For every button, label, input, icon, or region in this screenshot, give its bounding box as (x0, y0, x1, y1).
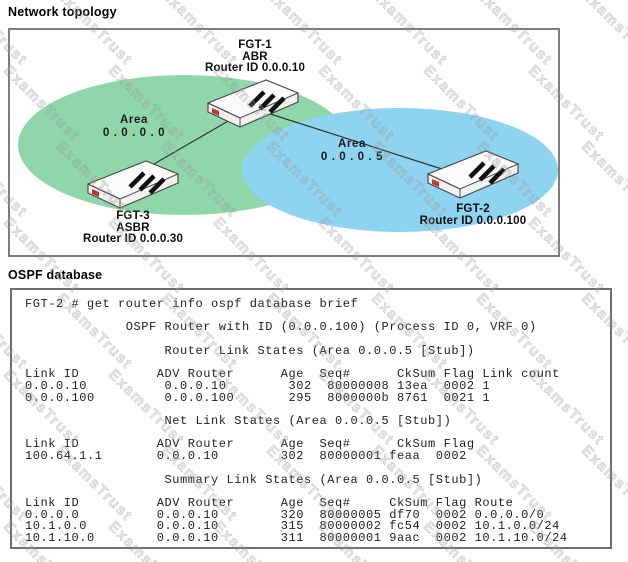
ospf-section-heading: OSPF database (8, 268, 103, 282)
area-0000-id: 0 . 0 . 0 . 0 (102, 127, 166, 139)
link-fgt1-fgt2 (257, 109, 446, 171)
area-0000-word: Area (120, 114, 148, 126)
fgt1-router-id: Router ID 0.0.0.10 (204, 62, 306, 74)
fgt3-label: FGT-3 ASBR Router ID 0.0.0.30 (48, 210, 218, 246)
area-0000-label: Area 0 . 0 . 0 . 0 (64, 114, 204, 140)
topology-section-heading: Network topology (8, 5, 117, 19)
topology-canvas (18, 75, 558, 232)
ospf-console-text: FGT-2 # get router info ospf database br… (25, 297, 568, 546)
area-0005-id: 0 . 0 . 0 . 5 (320, 151, 384, 163)
area-0005-ellipse (242, 108, 558, 232)
watermark-text: ExamsTrust (577, 0, 628, 69)
fgt1-label: FGT-1 ABR Router ID 0.0.0.10 (170, 39, 340, 75)
topology-diagram: FGT-1 ABR Router ID 0.0.0.10 Area 0 . 0 … (8, 28, 560, 257)
fgt3-name: FGT-3 (116, 210, 150, 222)
area-0005-label: Area 0 . 0 . 0 . 5 (282, 138, 422, 164)
watermark-text: ExamsTrust (577, 138, 628, 221)
fgt2-label: FGT-2 Router ID 0.0.0.100 (388, 203, 558, 227)
fgt3-role: ASBR (116, 221, 150, 234)
fgt2-router-id: Router ID 0.0.0.100 (419, 214, 527, 227)
area-0005-word: Area (338, 138, 366, 150)
link-fgt1-fgt3 (139, 115, 238, 173)
fgt1-role: ABR (242, 50, 268, 63)
ospf-database-output: FGT-2 # get router info ospf database br… (10, 288, 612, 549)
fgt2-name: FGT-2 (456, 203, 490, 215)
fgt3-router-id: Router ID 0.0.0.30 (82, 233, 184, 245)
fgt1-name: FGT-1 (238, 39, 272, 51)
